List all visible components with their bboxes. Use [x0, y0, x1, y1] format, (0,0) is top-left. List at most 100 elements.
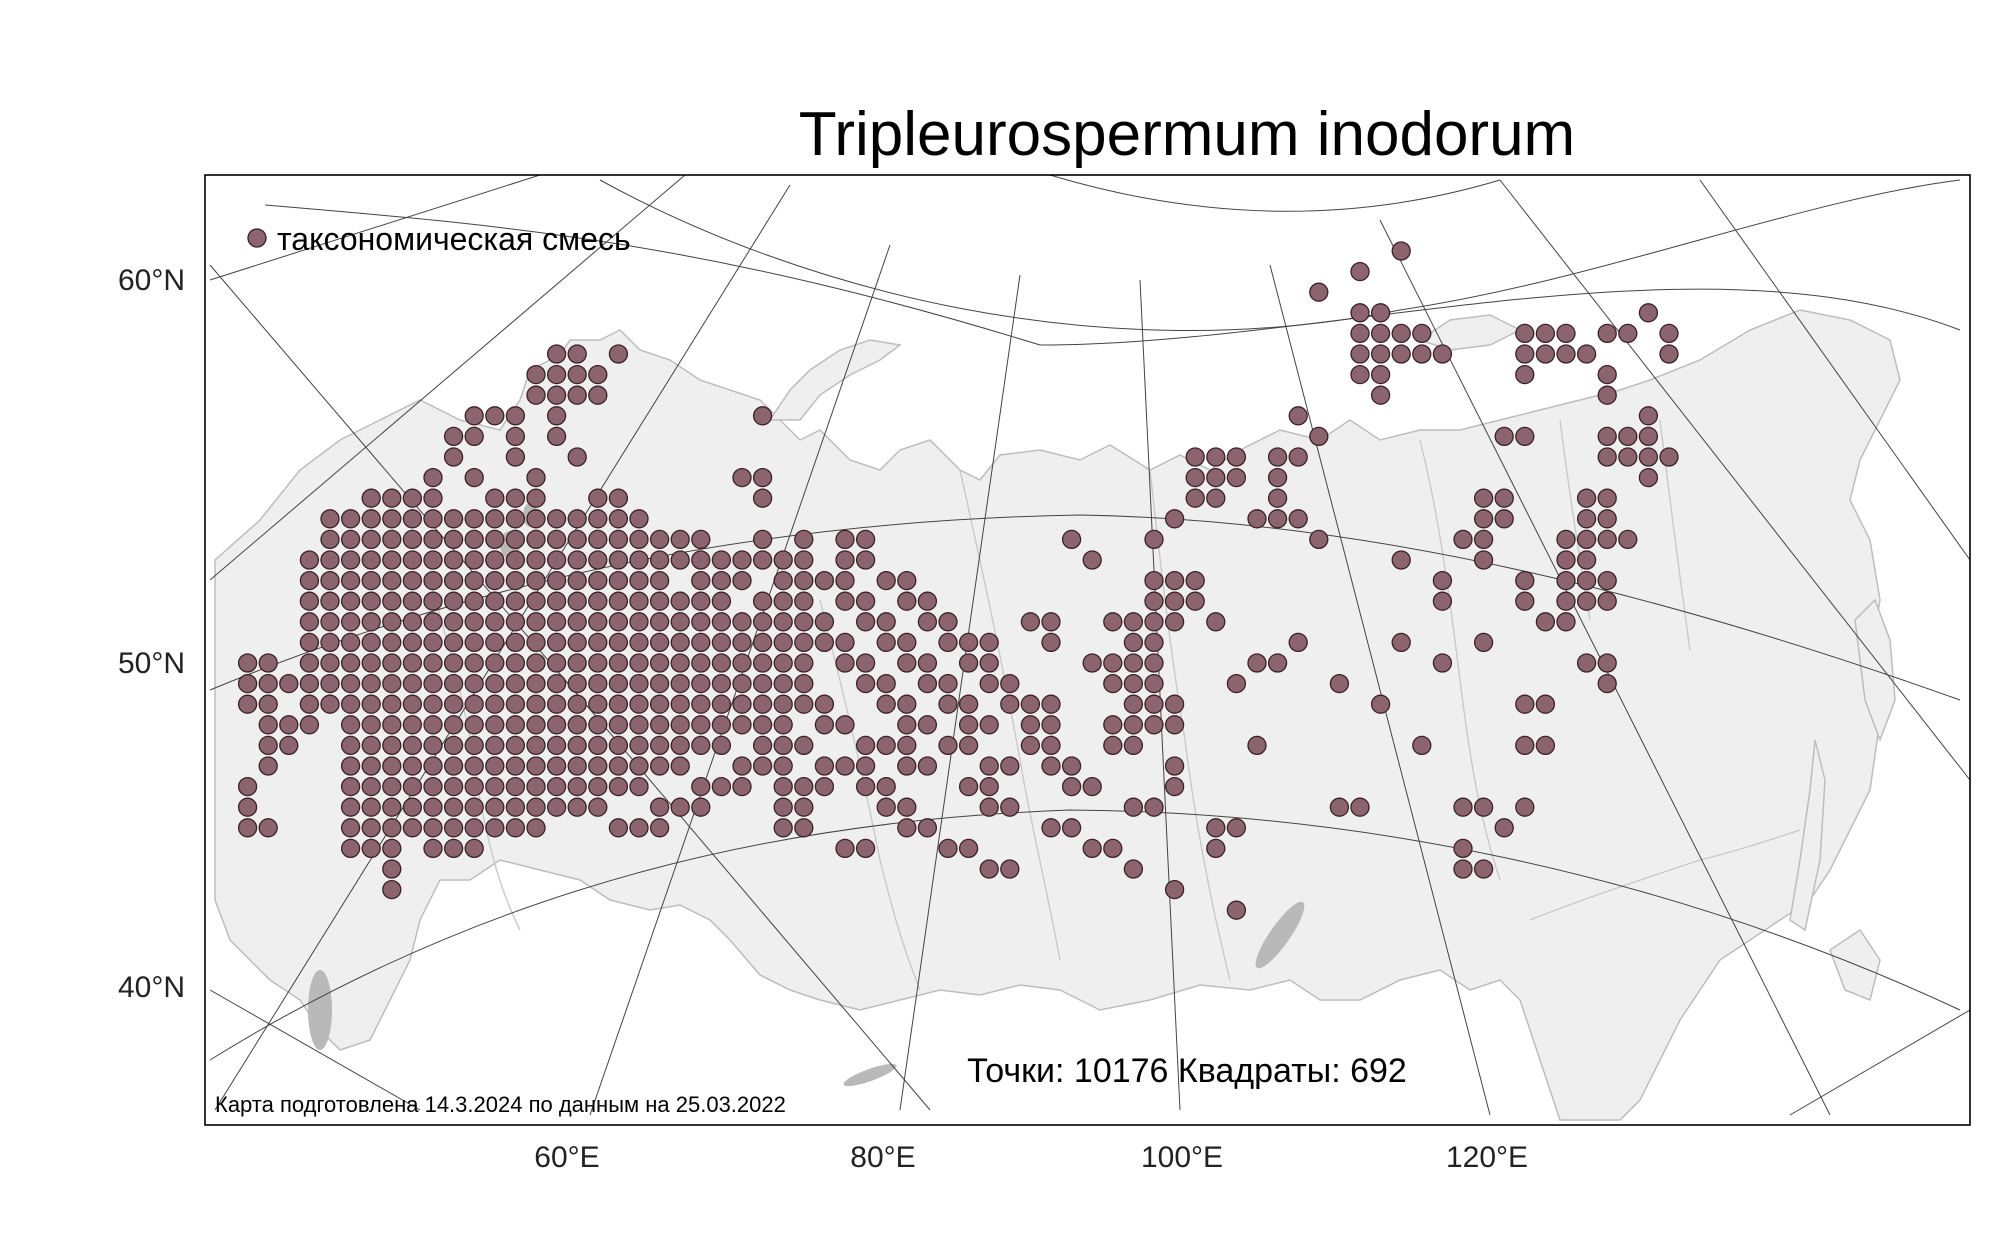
- occurrence-point: [485, 735, 505, 756]
- occurrence-point: [382, 715, 402, 735]
- occurrence-point: [1123, 653, 1144, 673]
- occurrence-point: [1453, 797, 1473, 817]
- occurrence-point: [1597, 509, 1617, 529]
- occurrence-point: [546, 509, 567, 529]
- occurrence-point: [979, 756, 999, 776]
- occurrence-point: [691, 612, 711, 632]
- occurrence-point: [443, 591, 464, 611]
- occurrence-point: [1061, 529, 1082, 550]
- occurrence-point: [897, 818, 917, 838]
- occurrence-point: [443, 776, 464, 797]
- occurrence-point: [1638, 426, 1659, 447]
- occurrence-point: [1618, 426, 1638, 447]
- occurrence-point: [1535, 323, 1556, 344]
- occurrence-point: [794, 591, 814, 611]
- map-frame: [204, 174, 1971, 1126]
- occurrence-point: [505, 570, 526, 591]
- occurrence-point: [237, 797, 258, 817]
- occurrence-point: [464, 612, 484, 632]
- occurrence-point: [423, 673, 443, 694]
- occurrence-point: [752, 467, 773, 488]
- occurrence-point: [443, 509, 464, 529]
- occurrence-point: [361, 838, 381, 859]
- occurrence-point: [258, 818, 278, 838]
- occurrence-point: [505, 756, 526, 776]
- occurrence-point: [649, 632, 670, 653]
- occurrence-point: [423, 818, 443, 838]
- occurrence-point: [608, 673, 629, 694]
- occurrence-point: [320, 694, 340, 714]
- occurrence-point: [608, 550, 629, 570]
- occurrence-point: [526, 591, 546, 611]
- occurrence-point: [340, 735, 361, 756]
- occurrence-point: [711, 653, 732, 673]
- occurrence-point: [629, 776, 649, 797]
- occurrence-point: [258, 653, 278, 673]
- occurrence-point: [423, 776, 443, 797]
- occurrence-point: [258, 756, 278, 776]
- occurrence-point: [649, 756, 670, 776]
- occurrence-point: [670, 612, 690, 632]
- occurrence-point: [794, 570, 814, 591]
- occurrence-point: [567, 529, 587, 550]
- occurrence-point: [1329, 797, 1350, 817]
- occurrence-point: [340, 715, 361, 735]
- occurrence-point: [691, 529, 711, 550]
- occurrence-point: [340, 570, 361, 591]
- occurrence-point: [361, 612, 381, 632]
- occurrence-point: [897, 756, 917, 776]
- occurrence-point: [1041, 694, 1061, 714]
- occurrence-point: [361, 776, 381, 797]
- occurrence-point: [794, 735, 814, 756]
- occurrence-point: [1041, 735, 1061, 756]
- occurrence-point: [546, 529, 567, 550]
- occurrence-point: [979, 859, 999, 879]
- occurrence-point: [1535, 735, 1556, 756]
- occurrence-point: [1556, 612, 1576, 632]
- occurrence-point: [752, 550, 773, 570]
- occurrence-point: [320, 509, 340, 529]
- occurrence-point: [1206, 818, 1226, 838]
- occurrence-point: [464, 653, 484, 673]
- occurrence-point: [649, 694, 670, 714]
- occurrence-point: [1473, 859, 1494, 879]
- occurrence-point: [1453, 859, 1473, 879]
- occurrence-point: [1638, 447, 1659, 467]
- occurrence-point: [588, 488, 608, 508]
- occurrence-point: [958, 776, 979, 797]
- occurrence-point: [1164, 694, 1185, 714]
- occurrence-point: [876, 673, 896, 694]
- occurrence-point: [588, 797, 608, 817]
- occurrence-point: [382, 632, 402, 653]
- occurrence-point: [567, 653, 587, 673]
- occurrence-point: [567, 673, 587, 694]
- occurrence-point: [361, 735, 381, 756]
- occurrence-point: [361, 632, 381, 653]
- occurrence-point: [958, 735, 979, 756]
- occurrence-point: [1597, 673, 1617, 694]
- occurrence-point: [423, 467, 443, 488]
- occurrence-point: [897, 653, 917, 673]
- occurrence-point: [1576, 550, 1597, 570]
- occurrence-point: [814, 632, 835, 653]
- occurrence-point: [382, 509, 402, 529]
- occurrence-point: [897, 715, 917, 735]
- occurrence-point: [773, 653, 793, 673]
- occurrence-point: [1144, 673, 1164, 694]
- lon-label-100: 100°E: [1141, 1141, 1223, 1174]
- occurrence-point: [773, 735, 793, 756]
- occurrence-point: [361, 488, 381, 508]
- occurrence-point: [485, 529, 505, 550]
- occurrence-point: [629, 756, 649, 776]
- occurrence-point: [670, 735, 690, 756]
- occurrence-point: [526, 673, 546, 694]
- occurrence-point: [464, 715, 484, 735]
- taymyr-islands: [1418, 314, 1522, 351]
- occurrence-point: [1515, 323, 1535, 344]
- occurrence-point: [1515, 694, 1535, 714]
- occurrence-point: [1144, 591, 1164, 611]
- occurrence-point: [361, 715, 381, 735]
- occurrence-point: [1144, 715, 1164, 735]
- occurrence-point: [464, 632, 484, 653]
- occurrence-point: [485, 509, 505, 529]
